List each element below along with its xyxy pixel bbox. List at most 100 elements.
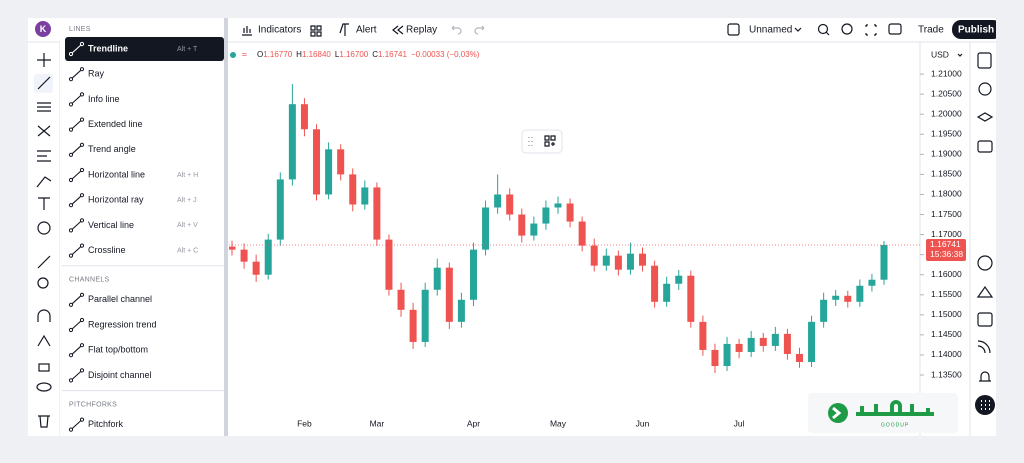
ideas[interactable] [976, 285, 994, 298]
menu-item-icon-dot [79, 417, 85, 422]
pattern-tool[interactable] [37, 125, 51, 137]
undo-redo[interactable] [451, 25, 485, 35]
chat[interactable] [977, 140, 993, 153]
layout-chevron[interactable] [794, 27, 802, 32]
calendar[interactable] [977, 312, 993, 327]
currency[interactable]: USD [931, 49, 949, 59]
candle-body [240, 249, 248, 262]
snapshot-icon[interactable] [888, 23, 902, 35]
menu-item-label[interactable]: Trendline [88, 43, 128, 53]
watchlist[interactable] [977, 52, 992, 69]
hide-tool[interactable] [36, 382, 52, 392]
icon-tool[interactable] [37, 221, 51, 235]
add-widget[interactable] [544, 135, 556, 147]
candle-body [844, 295, 852, 302]
layout-name[interactable]: Unnamed [749, 25, 792, 36]
candle-body [409, 309, 417, 342]
crosshair-tool[interactable] [37, 53, 51, 67]
menu-item-active[interactable] [65, 37, 224, 61]
fullscreen-icon[interactable] [865, 24, 877, 36]
trade-button[interactable]: Trade [918, 25, 944, 36]
menu-item-label[interactable]: Parallel channel [88, 294, 152, 304]
watermark-arrow [832, 406, 842, 420]
menu-item-label[interactable]: Flat top/bottom [88, 345, 148, 355]
candle-body [494, 194, 502, 208]
more-apps-dots [981, 400, 990, 410]
publish-button[interactable] [952, 20, 1002, 39]
trendline-tool[interactable] [37, 76, 51, 90]
legend-key: C [372, 50, 378, 59]
notifications[interactable] [979, 371, 991, 382]
streams[interactable] [977, 340, 991, 354]
publish-label: Publish [958, 25, 994, 36]
candle-body [675, 275, 683, 284]
candle-body [663, 283, 671, 302]
legend-value: 1.16700 [339, 50, 368, 59]
y-tick-label: 1.13500 [931, 369, 962, 379]
menu-item-label[interactable]: Regression trend [88, 319, 157, 329]
candle-body [614, 255, 622, 270]
menu-item-label[interactable]: Vertical line [88, 220, 134, 230]
candle-body [699, 321, 707, 350]
candle-body [264, 239, 272, 275]
menu-item-label[interactable]: Horizontal line [88, 169, 145, 179]
section-title: CHANNELS [69, 277, 110, 284]
layers[interactable] [976, 112, 994, 122]
text-tool[interactable] [38, 197, 50, 210]
watermark-glyphs [856, 400, 934, 416]
menu-item-label[interactable]: Ray [88, 69, 105, 79]
avatar-letter: K [40, 24, 47, 34]
compare-icon[interactable]: ≈ [242, 49, 247, 59]
layout-checkbox[interactable] [727, 23, 740, 36]
zoom-tool[interactable] [37, 277, 49, 289]
brush-tool[interactable] [36, 176, 52, 188]
candle-body [759, 337, 767, 346]
menu-item-label[interactable]: Disjoint channel [88, 370, 152, 380]
replay-icon [392, 25, 404, 35]
menu-item-label[interactable]: Extended line [88, 119, 143, 129]
stay-drawing-tool[interactable] [37, 334, 51, 347]
replay-button[interactable]: Replay [406, 25, 437, 36]
search-icon[interactable] [817, 23, 829, 35]
measure-tool[interactable] [37, 255, 51, 269]
candle-body [313, 129, 321, 195]
menu-item-shortcut: Alt + H [177, 172, 198, 179]
x-tick-label: Mar [370, 418, 385, 428]
menu-item-label[interactable]: Crossline [88, 245, 126, 255]
templates-icon[interactable] [310, 25, 322, 37]
y-tick-label: 1.16000 [931, 269, 962, 279]
section-title: PITCHFORKS [69, 401, 117, 408]
menu-item-icon-dot [79, 243, 85, 248]
candle-body [711, 349, 719, 366]
ohlc-legend: O1.16770 H1.16840 L1.16700 C1.16741 −0.00033… [257, 50, 480, 59]
avatar[interactable] [35, 21, 51, 37]
alert-button[interactable]: Alert [356, 25, 377, 36]
menu-item-icon-dot [68, 327, 74, 333]
candle-body [639, 253, 647, 266]
drag-handle[interactable] [528, 137, 533, 146]
menu-item-icon [70, 219, 83, 231]
settings-icon[interactable] [841, 23, 853, 35]
candle-body [325, 149, 333, 195]
menu-item-label[interactable]: Pitchfork [88, 419, 124, 429]
menu-item-label[interactable]: Horizontal ray [88, 195, 144, 205]
candle-body [795, 353, 803, 362]
right-toolbar [976, 52, 994, 382]
indicators-button[interactable]: Indicators [258, 25, 301, 36]
alerts[interactable] [978, 82, 992, 96]
menu-item-icon-dot [79, 193, 85, 198]
candle-body [590, 245, 598, 266]
menu-item-label[interactable]: Info line [88, 94, 120, 104]
menu-item-icon [70, 194, 83, 206]
menu-item-label[interactable]: Trend angle [88, 144, 136, 154]
forecast-tool[interactable] [37, 150, 51, 162]
fib-tool[interactable] [37, 102, 51, 112]
magnet-tool[interactable] [37, 309, 51, 322]
candle-body [566, 203, 574, 222]
lock-tool[interactable] [38, 363, 50, 372]
currency-chevron[interactable] [957, 53, 963, 57]
menu-items: LINES Trendline Alt + T Ray Info line Extende… [62, 26, 224, 432]
floating-toolbar[interactable] [521, 129, 563, 154]
remove-tool[interactable] [38, 415, 50, 428]
target[interactable] [977, 255, 993, 271]
